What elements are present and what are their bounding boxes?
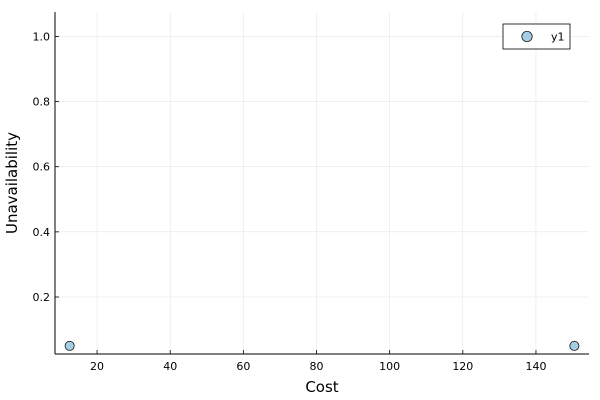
x-tick-label: 20 [90,360,104,373]
data-point [569,340,580,351]
legend-box [502,23,571,50]
y-tick-label: 1.0 [33,30,51,43]
legend-label: y1 [551,31,565,44]
y-ticks: 0.2 0.4 0.6 0.8 1.0 [33,30,59,304]
x-ticks: 20 40 60 80 100 120 140 [90,350,546,373]
data-point [64,340,75,351]
grid-lines [55,12,589,354]
x-tick-label: 40 [163,360,177,373]
x-tick-label: 60 [236,360,250,373]
y-tick-label: 0.8 [33,96,51,109]
y-tick-label: 0.6 [33,161,51,174]
x-axis-title: Cost [305,378,338,396]
legend: y1 [502,23,571,50]
x-tick-label: 120 [452,360,473,373]
data-points [64,340,580,351]
x-tick-label: 140 [525,360,546,373]
y-tick-label: 0.4 [33,226,51,239]
x-tick-label: 80 [310,360,324,373]
legend-marker [521,30,533,43]
y-tick-label: 0.2 [33,291,51,304]
y-axis-title: Unavailability [3,132,21,234]
x-tick-label: 100 [379,360,400,373]
